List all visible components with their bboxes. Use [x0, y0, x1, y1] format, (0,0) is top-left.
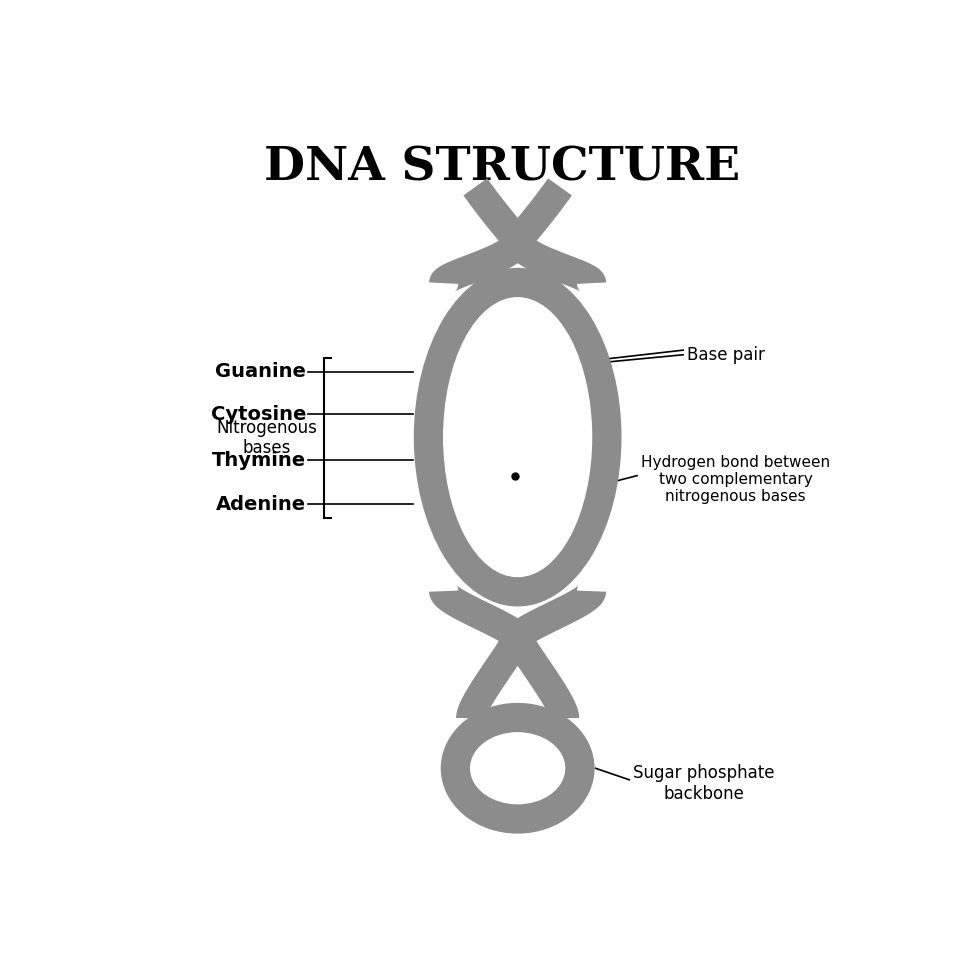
Polygon shape — [480, 733, 534, 762]
Text: Sugar phosphate
backbone: Sugar phosphate backbone — [633, 764, 774, 803]
Text: Thymine: Thymine — [212, 451, 306, 469]
Polygon shape — [446, 396, 538, 432]
Text: Cytosine: Cytosine — [211, 405, 306, 423]
Text: DNA STRUCTURE: DNA STRUCTURE — [265, 144, 740, 190]
Text: G: G — [546, 402, 564, 426]
Text: G: G — [489, 735, 508, 760]
Ellipse shape — [470, 733, 564, 804]
Text: C: C — [471, 402, 489, 426]
Polygon shape — [497, 353, 582, 390]
Polygon shape — [429, 236, 532, 292]
Polygon shape — [497, 396, 590, 432]
Text: C: C — [528, 735, 546, 760]
Bar — [448, 389, 587, 398]
Polygon shape — [504, 632, 579, 718]
Text: Adenine: Adenine — [216, 495, 306, 514]
Bar — [445, 433, 591, 443]
Text: Nitrogenous
bases: Nitrogenous bases — [217, 418, 318, 458]
Polygon shape — [453, 353, 538, 390]
Text: T: T — [472, 448, 488, 472]
Bar — [471, 762, 564, 770]
Text: G: G — [528, 774, 548, 798]
Text: Base pair: Base pair — [687, 346, 765, 364]
Text: C: C — [488, 774, 506, 798]
Polygon shape — [497, 486, 582, 522]
Polygon shape — [502, 771, 558, 801]
Polygon shape — [454, 486, 538, 522]
Ellipse shape — [470, 733, 564, 804]
Bar — [449, 478, 587, 487]
Ellipse shape — [415, 269, 621, 606]
Polygon shape — [502, 733, 555, 762]
Text: T: T — [543, 492, 559, 516]
Text: Hydrogen bond between
two complementary
nitrogenous bases: Hydrogen bond between two complementary … — [641, 455, 830, 505]
Text: C: C — [543, 360, 560, 384]
Ellipse shape — [444, 298, 592, 576]
Text: G: G — [474, 360, 494, 384]
Ellipse shape — [441, 704, 594, 833]
Polygon shape — [446, 442, 538, 478]
Polygon shape — [507, 178, 572, 250]
Polygon shape — [464, 178, 529, 250]
Polygon shape — [505, 585, 607, 646]
Text: A: A — [475, 492, 494, 516]
Polygon shape — [456, 632, 531, 718]
Polygon shape — [504, 236, 607, 292]
Polygon shape — [497, 442, 590, 478]
Polygon shape — [478, 771, 534, 801]
Polygon shape — [429, 585, 530, 646]
Text: A: A — [546, 448, 564, 472]
Ellipse shape — [444, 298, 592, 576]
Text: Guanine: Guanine — [215, 363, 306, 381]
